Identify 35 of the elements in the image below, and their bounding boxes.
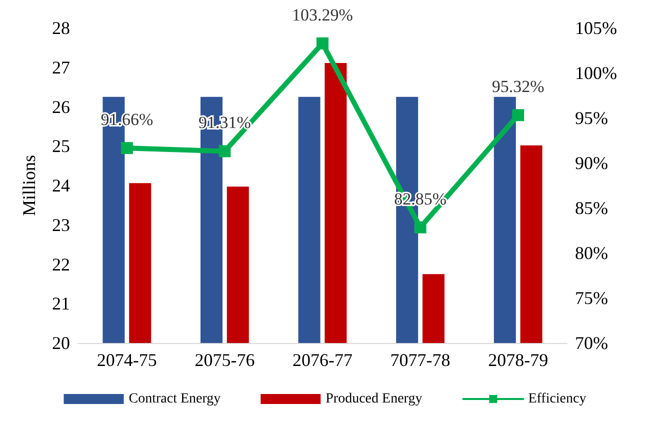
y2-tick-label: 95% <box>575 108 608 128</box>
y-tick-label: 28 <box>52 18 70 38</box>
y2-tick-label: 90% <box>575 153 608 173</box>
y-tick-label: 25 <box>52 136 70 156</box>
legend-label: Contract Energy <box>128 392 221 406</box>
data-label: 95.32% <box>492 77 544 96</box>
y-tick-label: 21 <box>52 294 70 314</box>
x-tick-label: 2078-79 <box>488 350 548 370</box>
y-tick-label: 22 <box>52 254 70 274</box>
x-tick-label: 7077-78 <box>390 350 450 370</box>
y2-tick-label: 70% <box>575 333 608 353</box>
y-tick-label: 20 <box>52 333 70 353</box>
y-tick-label: 26 <box>52 96 70 117</box>
point <box>316 37 328 50</box>
x-tick-label: 2075-76 <box>194 350 255 370</box>
point <box>120 142 133 154</box>
y2-tick-label: 100% <box>575 63 617 83</box>
x-tick-label: 2076-77 <box>292 350 352 370</box>
y2-tick-label: 85% <box>575 198 608 218</box>
point <box>512 109 524 122</box>
legend-label: Efficiency <box>528 392 586 406</box>
point <box>414 221 426 234</box>
data-label: 91.31% <box>198 113 251 132</box>
y2-tick-label: 105% <box>575 18 617 38</box>
y-tick-label: 24 <box>52 176 70 196</box>
y-tick-label: 27 <box>52 57 70 78</box>
y-tick-label: 23 <box>52 214 70 235</box>
data-label: 103.29% <box>292 5 353 24</box>
x-tick-label: 2074-75 <box>96 350 157 370</box>
legend-label: Produced Energy <box>326 392 422 406</box>
y-axis-title: Millions <box>19 154 39 216</box>
y2-tick-label: 80% <box>575 243 608 263</box>
y2-tick-label: 75% <box>575 288 608 308</box>
data-label: 82.85% <box>394 189 447 208</box>
point <box>218 145 231 158</box>
